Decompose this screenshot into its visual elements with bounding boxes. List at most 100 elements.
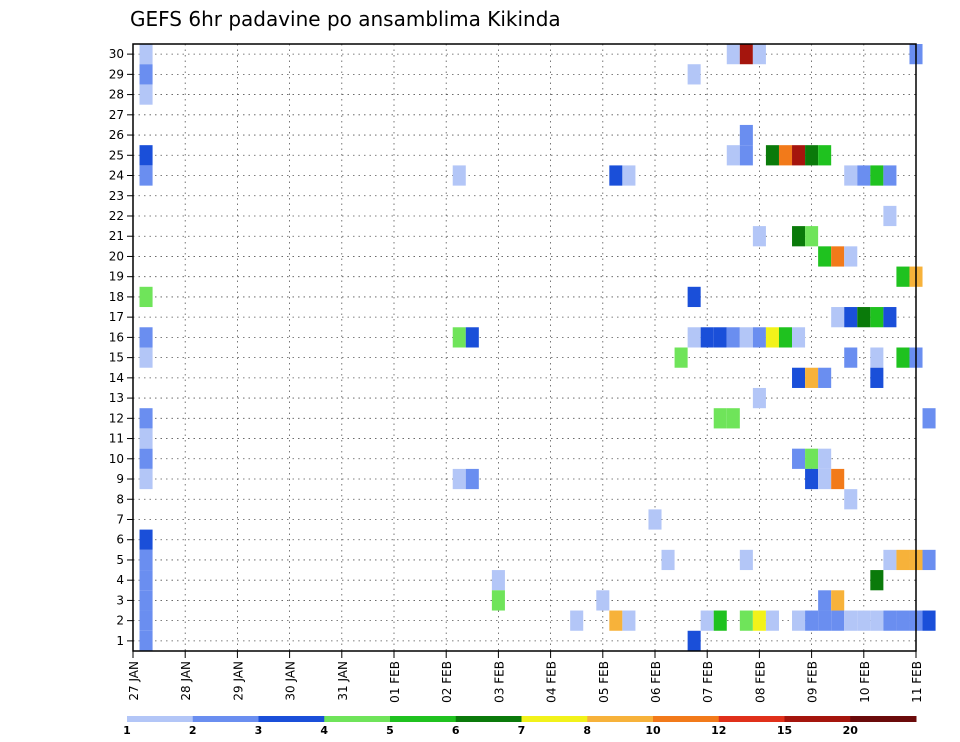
y-tick-label: 9 (116, 472, 124, 486)
legend-label: 1 (123, 724, 131, 737)
heatmap-cell (465, 468, 479, 490)
y-tick-label: 19 (109, 270, 124, 284)
heatmap-cell (139, 448, 153, 469)
heatmap-cell (687, 286, 701, 308)
x-tick-label: 31 JAN (336, 661, 350, 701)
heatmap-cell (491, 590, 505, 611)
heatmap-cell (452, 327, 466, 348)
heatmap-cell (139, 570, 153, 591)
heatmap-cell (139, 468, 153, 490)
y-tick-label: 6 (116, 533, 124, 547)
y-tick-label: 10 (109, 452, 124, 466)
heatmap-cell (857, 165, 871, 186)
heatmap-cell (452, 165, 466, 186)
heatmap-cell (139, 347, 153, 368)
heatmap-cell (465, 327, 479, 348)
x-tick-label: 11 FEB (910, 661, 924, 703)
heatmap-cell (687, 327, 701, 348)
heatmap-cell (609, 165, 623, 186)
heatmap-cell (922, 408, 936, 429)
heatmap-cell (831, 246, 845, 267)
heatmap-cell (491, 570, 505, 591)
heatmap-cell (896, 347, 910, 368)
heatmap-cell (139, 64, 153, 85)
heatmap-cell (687, 64, 701, 85)
heatmap-cell (818, 246, 832, 267)
y-tick-label: 2 (116, 614, 124, 628)
y-tick-label: 26 (109, 128, 124, 142)
y-tick-label: 14 (109, 371, 124, 385)
heatmap-cell (622, 165, 636, 186)
y-tick-label: 15 (109, 351, 124, 365)
heatmap-cell (713, 408, 727, 429)
legend-swatch (521, 716, 588, 722)
heatmap-cell (818, 448, 832, 469)
heatmap-cell (870, 367, 884, 388)
legend-swatch (587, 716, 654, 722)
y-tick-label: 27 (109, 108, 124, 122)
x-tick-label: 02 FEB (440, 661, 454, 703)
heatmap-cell (752, 44, 766, 65)
heatmap-cell (896, 266, 910, 287)
heatmap-cell (713, 327, 727, 348)
y-tick-label: 3 (116, 593, 124, 607)
color-legend: 1 2 3 4 5 6 7 8 10 12 15 20 (123, 716, 917, 737)
heatmap-cell (139, 84, 153, 105)
y-tick-label: 13 (109, 391, 124, 405)
y-tick-label: 8 (116, 492, 124, 506)
heatmap-cell (739, 124, 753, 146)
heatmap-cell (870, 347, 884, 368)
heatmap-cell (139, 590, 153, 611)
x-tick-label: 03 FEB (492, 661, 506, 703)
x-tick-label: 29 JAN (231, 661, 245, 701)
y-tick-label: 30 (109, 47, 124, 61)
y-tick-label: 25 (109, 148, 124, 162)
legend-swatch (455, 716, 522, 722)
heatmap-cell (139, 408, 153, 429)
x-tick-label: 04 FEB (545, 661, 559, 703)
heatmap-cell (805, 610, 819, 631)
heatmap-cell (726, 327, 740, 348)
y-tick-label: 11 (109, 432, 124, 446)
x-tick-label: 06 FEB (649, 661, 663, 703)
heatmap-cell (831, 468, 845, 490)
plot-frame (132, 43, 917, 652)
heatmap-cell (818, 590, 832, 611)
y-tick-label: 7 (116, 512, 124, 526)
heatmap-cell (870, 165, 884, 186)
heatmap-cell (726, 408, 740, 429)
y-tick-label: 16 (109, 330, 124, 344)
heatmap-cell (857, 307, 871, 328)
heatmap-cell (622, 610, 636, 631)
x-tick-label: 01 FEB (388, 661, 402, 703)
heatmap-cell (661, 549, 675, 571)
heatmap-cell (805, 367, 819, 388)
heatmap-cell (739, 610, 753, 631)
heatmap-cell (778, 145, 793, 166)
heatmap-cell (139, 610, 153, 631)
heatmap-cell (792, 327, 806, 348)
heatmap-cell (792, 226, 806, 247)
x-tick-label: 30 JAN (284, 661, 298, 701)
x-tick-label: 28 JAN (179, 661, 193, 701)
x-tick-label: 10 FEB (858, 661, 872, 703)
heatmap-cell (870, 610, 884, 631)
legend-label: 3 (255, 724, 263, 737)
heatmap-cell (818, 610, 832, 631)
heatmap-cell (831, 610, 845, 631)
heatmap-cell (792, 145, 806, 166)
heatmap-cell (139, 44, 153, 65)
heatmap-cell (139, 286, 153, 308)
heatmap-cell (739, 44, 753, 65)
y-tick-label: 23 (109, 189, 124, 203)
heatmap-cell (739, 327, 753, 348)
y-tick-label: 4 (116, 573, 124, 587)
heatmap-cell (139, 529, 153, 550)
y-tick-label: 29 (109, 67, 124, 81)
heatmap-cell (609, 610, 623, 631)
y-tick-label: 28 (109, 88, 124, 102)
legend-label: 5 (386, 724, 394, 737)
heatmap-cell (139, 428, 153, 449)
legend-label: 2 (189, 724, 197, 737)
heatmap-cell (831, 590, 845, 611)
